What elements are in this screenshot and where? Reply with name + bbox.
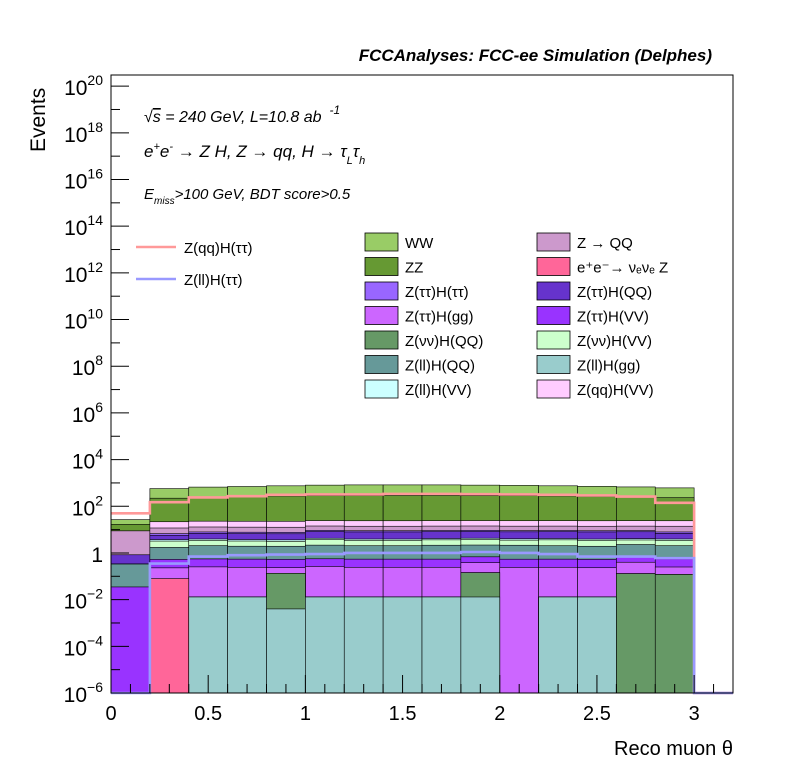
x-tick-label: 3 [689, 703, 700, 725]
legend-swatch-z-qq-h-vv [536, 379, 571, 399]
y-tick-label: 1010 [64, 306, 103, 334]
line-z-qq-h [111, 492, 733, 695]
y-tick-label: 108 [72, 352, 103, 380]
y-axis-ticks: 10−6 10−4 10−2 1 102 104 106 108 1010 1012 1014 101… [64, 72, 129, 707]
x-tick-label: 1.5 [389, 703, 417, 725]
y-axis-label: Events [27, 88, 50, 152]
x-tick-label: 2 [494, 703, 505, 725]
bar-z-ll-h-gg-bin-8 [421, 596, 462, 694]
legend-swatch-z-h-vv [536, 306, 571, 325]
legend-label-z-ll-h-gg: Z(ll)H(gg) [577, 358, 640, 375]
legend-swatch-z-qq [536, 232, 571, 252]
x-tick-label: 1 [300, 703, 311, 725]
y-tick-label: 104 [72, 446, 103, 474]
bar-z-ll-h-gg-bin-4 [266, 608, 306, 694]
legend-label-z-h-vv: Z(ττ)H(VV) [577, 309, 649, 326]
legend-swatch-z-ll-h-gg [536, 355, 571, 374]
chart-title: FCCAnalyses: FCC-ee Simulation (Delphes) [359, 46, 713, 65]
legend-swatch-z-h-qq [364, 330, 399, 350]
y-tick-label: 1016 [64, 166, 103, 194]
y-tick-label: 1020 [64, 72, 103, 100]
overlay-lines [111, 492, 733, 695]
y-tick-label: 10−2 [64, 586, 104, 614]
x-tick-label: 0 [105, 703, 116, 725]
line-z-ll-h [111, 550, 733, 695]
bar-z-h-gg-bin-10 [499, 567, 539, 694]
legend-label-z-ll-h: Z(ll)H(ττ) [184, 272, 243, 289]
legend-swatch-z-h-gg [364, 306, 399, 325]
legend-swatch-zz [364, 257, 399, 276]
y-tick-label: 10−6 [64, 679, 104, 707]
legend-label-z-h-gg: Z(ττ)H(gg) [405, 309, 474, 326]
legend-label-z-ll-h-vv: Z(ll)H(VV) [405, 382, 472, 399]
legend-label-z-qq: Z → QQ [577, 235, 633, 252]
legend-swatch-z-h [364, 281, 399, 301]
legend-label-z-ll-h-qq: Z(ll)H(QQ) [405, 358, 475, 375]
legend-swatch-z-ll-h-vv [364, 379, 399, 399]
legend-swatch-e-e-e-e-z [536, 257, 571, 276]
bar-z-ll-h-gg-bin-5 [305, 596, 345, 694]
legend-label-z-h: Z(ττ)H(ττ) [405, 284, 469, 301]
bar-z-h-qq-bin-13 [616, 573, 656, 694]
legend: Z(qq)H(ττ) Z(ll)H(ττ) WW ZZ Z(ττ)H(ττ) Z(ττ)H… [136, 232, 668, 399]
legend-label-z-h-qq: Z(ττ)H(QQ) [577, 284, 652, 301]
x-axis-ticks: 0 0.5 1 1.5 2 2.5 3 [105, 675, 734, 725]
legend-label-z-h-vv: Z(νν)H(VV) [577, 333, 652, 350]
legend-label-zz: ZZ [405, 260, 423, 277]
legend-swatch-z-h-vv [536, 330, 571, 350]
process-annotation: e+e- → Z H, Z → qq, H → τLτh [144, 141, 365, 167]
legend-label-ww: WW [405, 235, 434, 252]
stack-bars [110, 484, 695, 694]
cut-annotation: Emiss>100 GeV, BDT score>0.5 [144, 186, 351, 207]
legend-swatch-z-h-qq [536, 281, 571, 301]
legend-label-z-qq-h-vv: Z(qq)H(VV) [577, 382, 654, 399]
legend-swatch-z-ll-h-qq [364, 355, 399, 374]
bar-e-e-e-e-z-bin-1 [149, 578, 190, 694]
bar-z-h-vv-bin-0 [110, 586, 151, 694]
y-tick-label: 1018 [64, 119, 103, 147]
bar-z-ll-h-gg-bin-6 [343, 596, 384, 694]
y-tick-label: 1014 [64, 212, 103, 240]
x-tick-label: 2.5 [583, 703, 611, 725]
y-tick-label: 10−4 [64, 632, 104, 660]
bar-z-ll-h-gg-bin-11 [538, 596, 578, 694]
x-tick-label: 0.5 [194, 703, 222, 725]
x-axis-label: Reco muon θ [614, 738, 733, 760]
bar-z-ll-h-gg-bin-9 [460, 596, 501, 694]
energy-annotation: √s = 240 GeV, L=10.8 ab -1 [144, 103, 340, 126]
y-tick-label: 102 [72, 492, 103, 520]
legend-label-z-qq-h: Z(qq)H(ττ) [184, 240, 253, 257]
legend-label-e-e-e-e-z: e⁺e⁻→ νₑνₑ Z [577, 260, 668, 277]
legend-swatch-ww [364, 232, 399, 252]
bar-z-h-qq-bin-14 [654, 574, 695, 694]
bar-z-ll-h-gg-bin-3 [227, 596, 267, 694]
y-tick-label: 1 [91, 544, 103, 567]
y-tick-label: 106 [72, 399, 103, 427]
legend-label-z-h-qq: Z(νν)H(QQ) [405, 333, 483, 350]
y-tick-label: 1012 [64, 259, 103, 287]
